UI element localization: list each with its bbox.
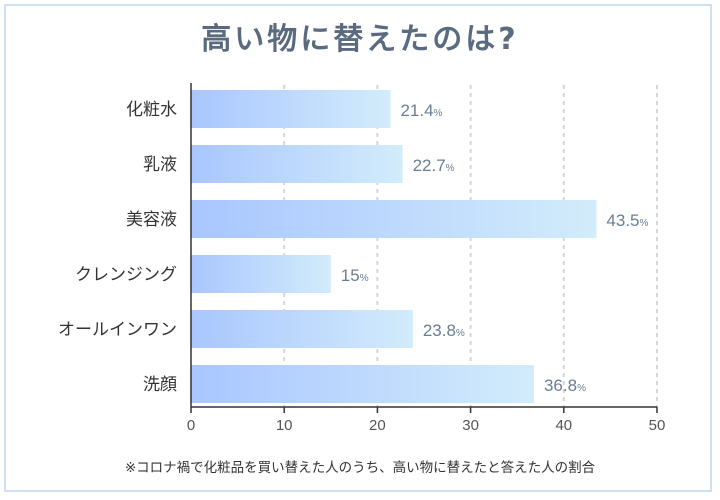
value-label: 23.8% <box>423 321 465 340</box>
bar <box>191 255 331 293</box>
bar <box>191 200 597 238</box>
category-label: オールインワン <box>58 320 177 340</box>
x-tick-label: 50 <box>649 417 666 434</box>
value-label: 21.4% <box>400 101 442 120</box>
category-label: 美容液 <box>126 210 177 230</box>
footnote: ※コロナ禍で化粧品を買い替えた人のうち、高い物に替えたと答えた人の割合 <box>124 460 596 476</box>
bar <box>191 90 391 128</box>
value-label: 36.8% <box>544 376 586 395</box>
bar <box>191 145 403 183</box>
value-label: 15% <box>341 266 369 285</box>
category-label: 乳液 <box>143 155 177 175</box>
x-tick-label: 0 <box>187 417 195 434</box>
x-tick-label: 30 <box>462 417 479 434</box>
value-label: 43.5% <box>606 211 648 230</box>
category-label: 洗顔 <box>143 375 177 395</box>
category-label: 化粧水 <box>126 100 177 120</box>
bar <box>191 310 413 348</box>
chart-title: 高い物に替えたのは? <box>201 22 519 57</box>
category-label: クレンジング <box>75 265 177 285</box>
x-tick-label: 40 <box>555 417 572 434</box>
bar <box>191 365 534 403</box>
x-tick-label: 10 <box>276 417 293 434</box>
value-label: 22.7% <box>413 156 455 175</box>
chart-frame <box>4 4 712 492</box>
x-tick-label: 20 <box>369 417 386 434</box>
